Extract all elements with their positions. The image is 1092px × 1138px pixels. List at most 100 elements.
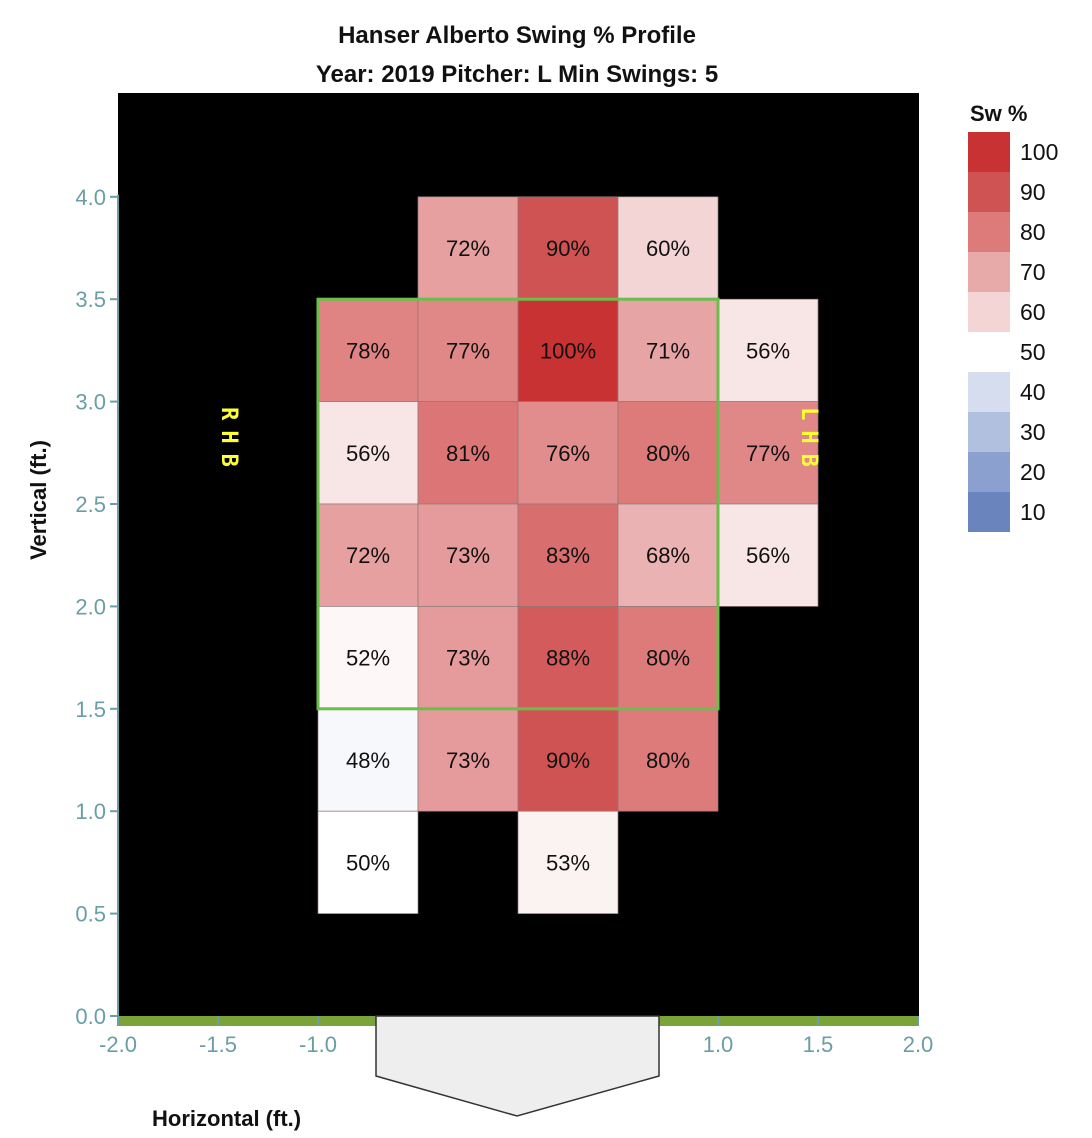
legend-label: 50 xyxy=(1020,339,1046,365)
y-tick-label: 3.0 xyxy=(75,390,106,415)
heatmap-cell-label: 80% xyxy=(646,441,690,466)
legend-label: 30 xyxy=(1020,419,1046,445)
heatmap-cell-label: 60% xyxy=(646,236,690,261)
heatmap-cell-label: 80% xyxy=(646,646,690,671)
heatmap-cell-label: 48% xyxy=(346,748,390,773)
legend-item: 80 xyxy=(968,212,1046,252)
heatmap-cell-rect xyxy=(517,503,619,607)
legend-label: 90 xyxy=(1020,179,1046,205)
heatmap-cell: 77% xyxy=(717,401,819,505)
legend-swatch xyxy=(968,252,1010,292)
heatmap-cell: 73% xyxy=(417,503,519,607)
heatmap-cell: 71% xyxy=(617,298,719,402)
heatmap-cell: 90% xyxy=(517,708,619,812)
heatmap-cell-label: 77% xyxy=(446,338,490,363)
heatmap-cell-rect xyxy=(317,810,419,914)
heatmap-cell-rect xyxy=(517,606,619,710)
strike-zone-outline xyxy=(316,297,720,711)
y-tick-label: 2.5 xyxy=(75,492,106,517)
y-tick-label: 4.0 xyxy=(75,185,106,210)
legend-item: 90 xyxy=(968,172,1046,212)
heatmap-cell-rect xyxy=(317,401,419,505)
heatmap-cell-rect xyxy=(317,708,419,812)
y-tick-label: 0.0 xyxy=(75,1004,106,1029)
heatmap-cell-label: 77% xyxy=(746,441,790,466)
heatmap-cell-rect xyxy=(517,708,619,812)
heatmap-cell-label: 56% xyxy=(746,543,790,568)
rhb-label: RHB xyxy=(216,407,241,477)
heatmap-cell-label: 78% xyxy=(346,338,390,363)
heatmap-cell-label: 73% xyxy=(446,543,490,568)
legend-label: 60 xyxy=(1020,299,1046,325)
heatmap-cell: 56% xyxy=(717,298,819,402)
x-tick-label: 1.5 xyxy=(803,1032,834,1057)
y-tick-label: 1.5 xyxy=(75,697,106,722)
heatmap-cell-label: 80% xyxy=(646,748,690,773)
x-axis-title: Horizontal (ft.) xyxy=(152,1106,301,1131)
legend-label: 70 xyxy=(1020,259,1046,285)
heatmap-cell-rect xyxy=(717,298,819,402)
heatmap-cell-label: 100% xyxy=(540,338,596,363)
heatmap-cell-label: 72% xyxy=(446,236,490,261)
legend-swatch xyxy=(968,132,1010,172)
legend-item: 60 xyxy=(968,292,1046,332)
heatmap-cell-rect xyxy=(517,298,619,402)
heatmap-cell-label: 73% xyxy=(446,646,490,671)
heatmap-cell: 60% xyxy=(617,196,719,300)
heatmap-cell-rect xyxy=(717,503,819,607)
heatmap-cell-label: 88% xyxy=(546,646,590,671)
heatmap-cell-label: 83% xyxy=(546,543,590,568)
heatmap-cell-rect xyxy=(517,810,619,914)
chart-subtitle: Year: 2019 Pitcher: L Min Swings: 5 xyxy=(316,61,718,88)
heatmap-cell-rect xyxy=(317,503,419,607)
legend-swatch xyxy=(968,172,1010,212)
legend: Sw % 100 90 80 70 60 50 40 30 20 10 xyxy=(968,101,1058,532)
heatmap-cell-label: 68% xyxy=(646,543,690,568)
x-tick-label: 2.0 xyxy=(903,1032,934,1057)
strike-zone-layer xyxy=(316,297,720,711)
heatmap-cell: 73% xyxy=(417,708,519,812)
x-tick-label: -1.0 xyxy=(299,1032,337,1057)
heatmap-cell-rect xyxy=(617,606,719,710)
heatmap-cell: 56% xyxy=(317,401,419,505)
heatmap-cell: 53% xyxy=(517,810,619,914)
heatmap-cell: 88% xyxy=(517,606,619,710)
home-plate xyxy=(375,1015,660,1117)
legend-swatch xyxy=(968,292,1010,332)
heatmap-cell-label: 81% xyxy=(446,441,490,466)
heatmap-cell-label: 90% xyxy=(546,236,590,261)
y-tick-label: 3.5 xyxy=(75,287,106,312)
heatmap-cell-label: 56% xyxy=(746,338,790,363)
heatmap-cell-rect xyxy=(417,401,519,505)
x-tick-label: -1.5 xyxy=(199,1032,237,1057)
legend-item: 40 xyxy=(968,372,1046,412)
heatmap-cell: 90% xyxy=(517,196,619,300)
heatmap-cell-rect xyxy=(417,196,519,300)
heatmap-cell: 77% xyxy=(417,298,519,402)
legend-label: 10 xyxy=(1020,499,1046,525)
heatmap-cell: 52% xyxy=(317,606,419,710)
heatmap-cell: 73% xyxy=(417,606,519,710)
legend-swatch xyxy=(968,372,1010,412)
chart-title: Hanser Alberto Swing % Profile xyxy=(338,22,696,49)
heatmap-cell-rect xyxy=(717,401,819,505)
heatmap-cell: 81% xyxy=(417,401,519,505)
heatmap-cell: 80% xyxy=(617,401,719,505)
x-tick-label: -2.0 xyxy=(99,1032,137,1057)
legend-swatch xyxy=(968,332,1010,372)
legend-swatch xyxy=(968,492,1010,532)
legend-item: 100 xyxy=(968,132,1058,172)
y-tick-label: 1.0 xyxy=(75,799,106,824)
heatmap-cell-label: 72% xyxy=(346,543,390,568)
heatmap-cell-label: 76% xyxy=(546,441,590,466)
heatmap-cell: 76% xyxy=(517,401,619,505)
legend-label: 80 xyxy=(1020,219,1046,245)
heatmap-cell-label: 53% xyxy=(546,850,590,875)
legend-item: 30 xyxy=(968,412,1046,452)
heatmap-cell-rect xyxy=(617,503,719,607)
home-plate-layer xyxy=(375,1015,660,1117)
heatmap-cell-label: 56% xyxy=(346,441,390,466)
lhb-label: LHB xyxy=(796,407,821,477)
legend-label: 100 xyxy=(1020,139,1058,165)
heatmap-cell: 50% xyxy=(317,810,419,914)
